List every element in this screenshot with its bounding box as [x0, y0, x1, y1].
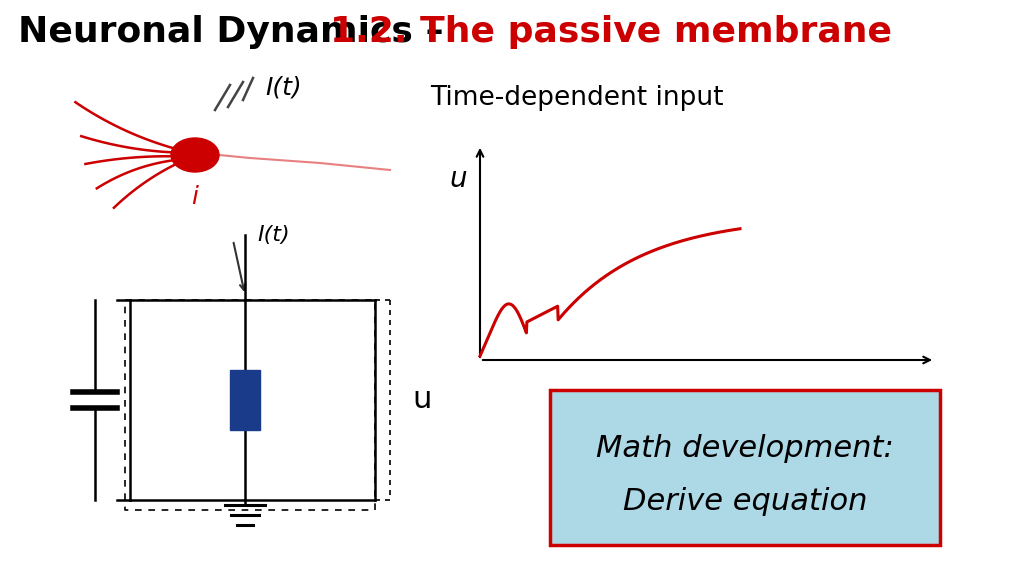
Ellipse shape: [171, 138, 219, 172]
FancyBboxPatch shape: [550, 390, 940, 545]
Text: Time-dependent input: Time-dependent input: [430, 85, 724, 111]
Bar: [230, 370, 260, 430]
Text: I(t): I(t): [265, 75, 302, 99]
Text: Math development:: Math development:: [596, 434, 894, 464]
Text: Neuronal Dynamics –: Neuronal Dynamics –: [18, 15, 457, 49]
Text: Derive equation: Derive equation: [623, 487, 867, 516]
Text: I(t): I(t): [257, 225, 290, 245]
Text: 1.2. The passive membrane: 1.2. The passive membrane: [330, 15, 892, 49]
Text: u: u: [450, 165, 467, 193]
Text: u: u: [412, 385, 431, 415]
Text: i: i: [191, 185, 199, 209]
